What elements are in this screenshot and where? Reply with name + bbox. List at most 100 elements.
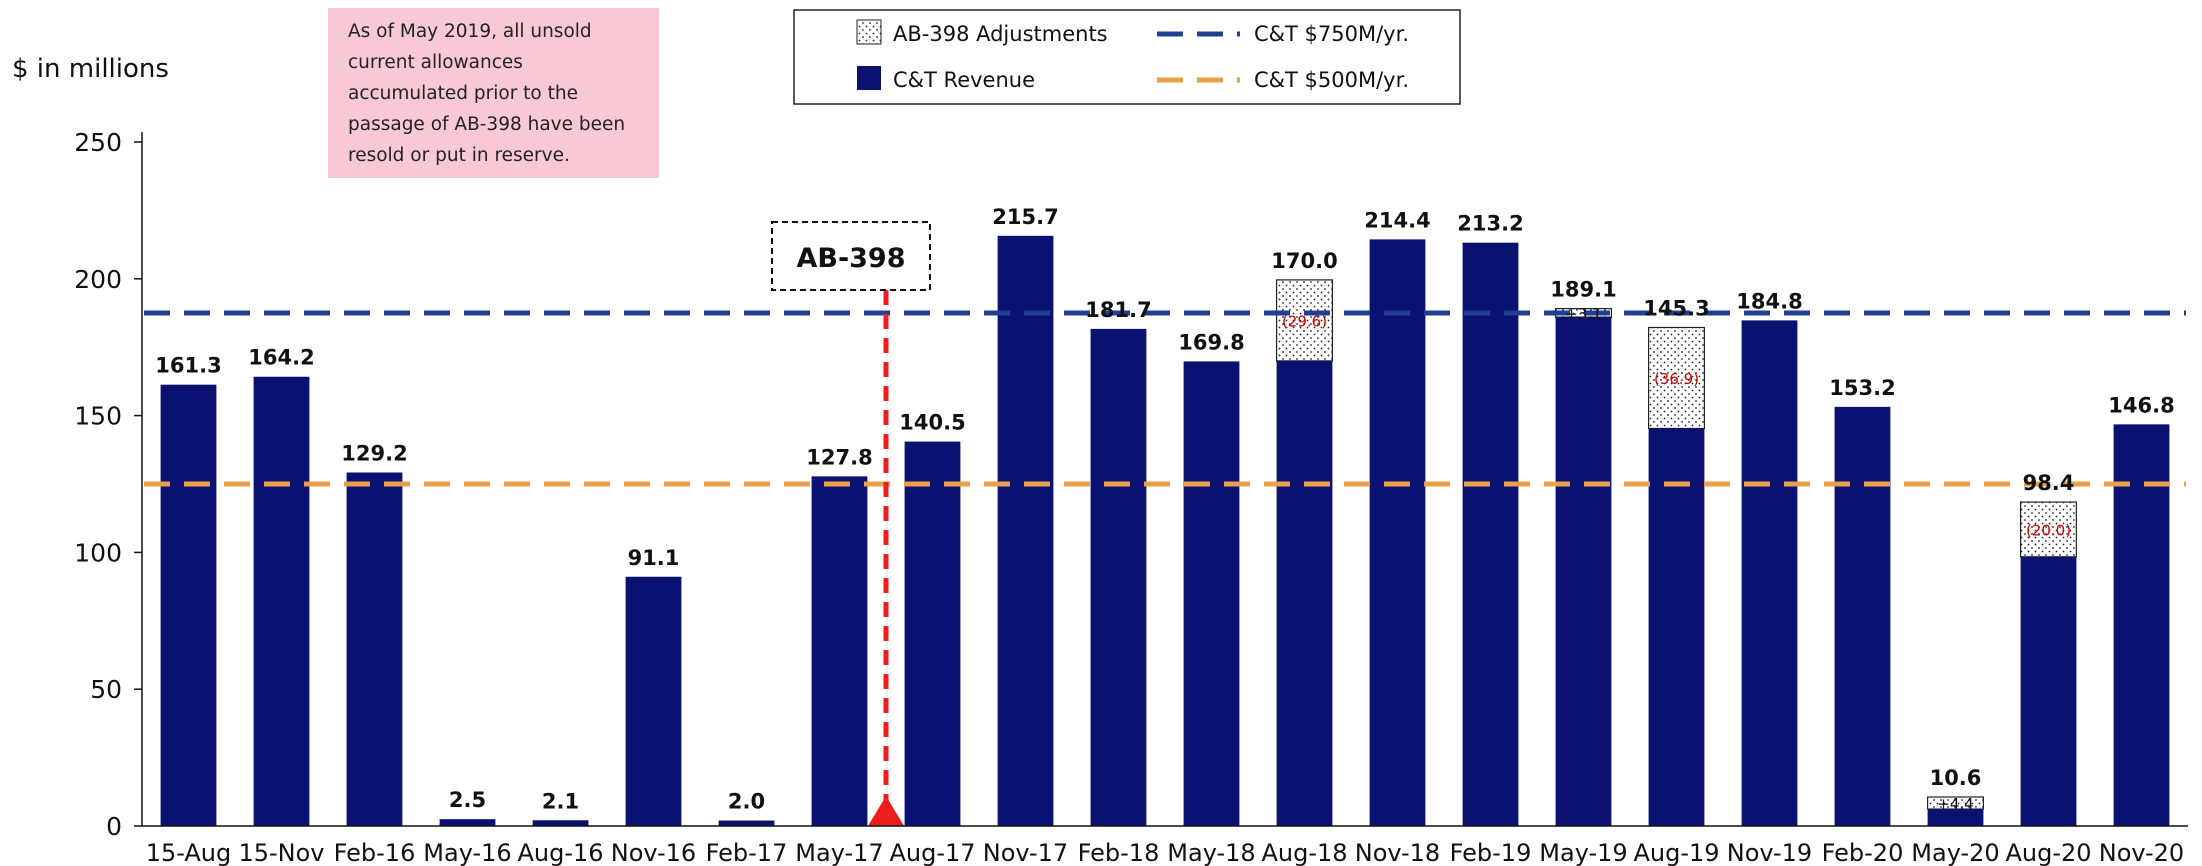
annotation-line: current allowances xyxy=(348,52,523,73)
y-axis: 0 50 100 150 200 250 xyxy=(74,128,143,841)
x-tick-label: May-17 xyxy=(795,839,883,866)
annotation-line: As of May 2019, all unsold xyxy=(348,21,592,42)
x-tick-label: Nov-18 xyxy=(1355,839,1440,866)
marker-label: AB-398 xyxy=(796,243,905,274)
x-tick-label: Aug-19 xyxy=(1633,839,1719,866)
x-tick-label: Feb-16 xyxy=(334,839,416,866)
x-tick-label: Feb-18 xyxy=(1078,839,1160,866)
legend-label-750: C&T $750M/yr. xyxy=(1254,22,1409,46)
legend: AB-398 Adjustments C&T Revenue C&T $750M… xyxy=(793,9,1461,105)
value-labels: 161.3 164.2 129.2 2.5 2.1 91.1 2.0 127.8 140.5 21… xyxy=(155,205,2174,814)
x-tick-label: Feb-17 xyxy=(706,839,788,866)
legend-label-revenue: C&T Revenue xyxy=(893,68,1035,92)
x-tick-label: Aug-18 xyxy=(1261,839,1347,866)
y-tick-label: 150 xyxy=(74,402,122,431)
revenue-bar xyxy=(997,235,1054,827)
reference-lines xyxy=(144,310,2186,487)
x-tick-label: Aug-20 xyxy=(2005,839,2091,866)
revenue-bar xyxy=(2113,424,2170,826)
data-label: 153.2 xyxy=(1829,376,1895,400)
revenue-bar xyxy=(346,472,403,826)
adjustment-label: (29.6) xyxy=(1282,312,1327,330)
revenue-bar xyxy=(439,819,496,826)
data-label: 214.4 xyxy=(1364,208,1430,232)
revenue-bar xyxy=(532,820,589,826)
revenue-bar xyxy=(253,376,310,826)
y-tick-label: 200 xyxy=(74,265,122,294)
revenue-bar xyxy=(1090,328,1147,826)
x-tick-label: May-19 xyxy=(1539,839,1627,866)
revenue-bar xyxy=(1369,239,1426,826)
data-label: 170.0 xyxy=(1271,249,1337,273)
x-tick-label: May-20 xyxy=(1911,839,1999,866)
data-label: 2.5 xyxy=(449,788,486,812)
data-label: 169.8 xyxy=(1178,330,1244,354)
revenue-bar xyxy=(1741,320,1798,826)
x-tick-label: Feb-20 xyxy=(1822,839,1904,866)
bars-group xyxy=(160,235,2170,827)
ab398-marker: AB-398 xyxy=(771,221,931,826)
annotation-background xyxy=(328,8,659,178)
data-label: 98.4 xyxy=(2023,471,2075,495)
revenue-bar xyxy=(2020,556,2077,826)
x-tick-label: 15-Aug xyxy=(146,839,232,866)
y-axis-label: $ in millions xyxy=(12,54,169,84)
revenue-bar xyxy=(904,441,961,826)
marker-triangle xyxy=(868,796,904,826)
adjustment-bar xyxy=(1647,326,1705,430)
adjustment-label: +3.1 xyxy=(1565,305,1601,323)
annotation-text: As of May 2019, all unsold current allowa… xyxy=(348,21,625,166)
x-tick-label: May-18 xyxy=(1167,839,1255,866)
legend-swatch-adjustments xyxy=(856,19,882,45)
y-tick-label: 100 xyxy=(74,538,122,567)
data-label: 129.2 xyxy=(341,442,407,466)
x-tick-label: Nov-20 xyxy=(2099,839,2184,866)
annotation-line: resold or put in reserve. xyxy=(348,145,570,166)
annotation-line: passage of AB-398 have been xyxy=(348,114,625,135)
legend-label-adjustments: AB-398 Adjustments xyxy=(893,22,1108,46)
data-label: 146.8 xyxy=(2108,393,2174,417)
marker-label-box xyxy=(771,221,931,291)
data-label: 2.0 xyxy=(728,790,765,814)
revenue-bar xyxy=(1276,360,1333,826)
revenue-bar xyxy=(1648,428,1705,826)
x-tick-label: Nov-19 xyxy=(1727,839,1812,866)
y-tick-label: 250 xyxy=(74,128,122,157)
legend-label-500: C&T $500M/yr. xyxy=(1254,68,1409,92)
data-label: 184.8 xyxy=(1736,289,1802,313)
y-tick-label: 50 xyxy=(90,675,122,704)
adjustment-label: (20.0) xyxy=(2026,521,2071,539)
revenue-bar xyxy=(718,820,775,826)
y-tick-label: 0 xyxy=(106,812,122,841)
data-label: 140.5 xyxy=(899,411,965,435)
data-label: 164.2 xyxy=(248,346,314,370)
data-label: 181.7 xyxy=(1085,298,1151,322)
annotation-note: As of May 2019, all unsold current allowa… xyxy=(328,8,659,178)
legend-swatch-revenue xyxy=(857,66,881,90)
revenue-bar xyxy=(1462,242,1519,826)
data-label: 161.3 xyxy=(155,354,221,378)
x-tick-label: Feb-19 xyxy=(1450,839,1532,866)
x-tick-label: Nov-16 xyxy=(611,839,696,866)
revenue-bar xyxy=(1927,809,1984,826)
data-label: 189.1 xyxy=(1550,278,1616,302)
data-label: 215.7 xyxy=(992,205,1058,229)
x-tick-label: Aug-16 xyxy=(517,839,603,866)
data-label: 145.3 xyxy=(1643,297,1709,321)
x-tick-label: Aug-17 xyxy=(889,839,975,866)
revenue-bar xyxy=(625,576,682,826)
x-tick-label: Nov-17 xyxy=(983,839,1068,866)
revenue-bar xyxy=(1183,361,1240,826)
revenue-bar xyxy=(160,384,217,826)
data-label: 2.1 xyxy=(542,789,579,813)
revenue-bar xyxy=(1555,317,1612,826)
data-label: 10.6 xyxy=(1930,766,1982,790)
revenue-bar xyxy=(1834,406,1891,826)
data-label: 213.2 xyxy=(1457,212,1523,236)
revenue-bar xyxy=(811,476,868,826)
data-label: 127.8 xyxy=(806,445,872,469)
x-tick-label: May-16 xyxy=(423,839,511,866)
adjustment-label: +4.4 xyxy=(1937,795,1973,813)
x-tick-label: 15-Nov xyxy=(238,839,324,866)
